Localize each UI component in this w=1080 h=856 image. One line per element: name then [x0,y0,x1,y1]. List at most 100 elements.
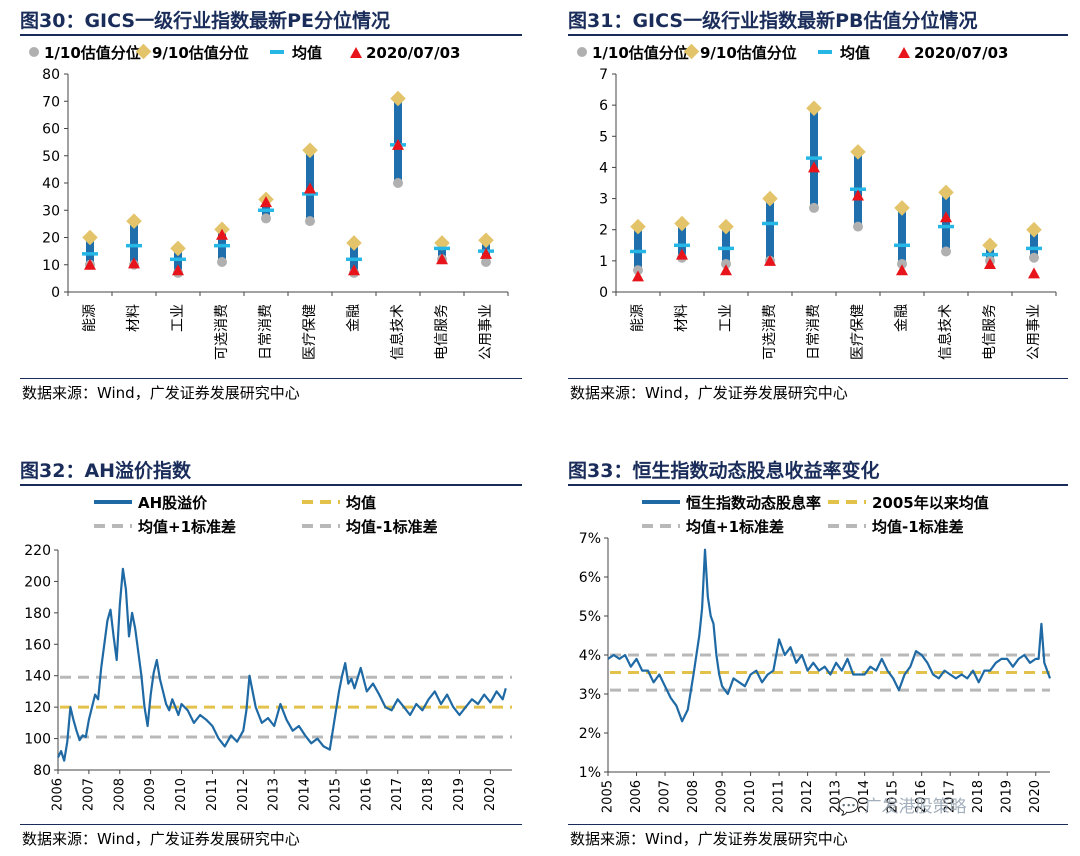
x-category-label: 电信服务 [982,304,998,360]
pb-range-chart: 1/10估值分位 9/10估值分位 均值 2020/07/03 0 1 2 3 4 5 6 7 能源 材料… [577,43,1057,360]
x-tick-label: 2007 [658,780,673,813]
current-point [304,182,316,194]
p10-point [1029,252,1039,263]
y-tick-label: 7 [599,67,608,83]
range-bar [898,207,906,264]
x-tick-label: 2008 [112,778,127,811]
x-tick-label: 2018 [971,780,986,813]
current-point [172,264,184,276]
x-tick-label: 2005 [601,780,616,813]
p90-point [762,190,778,207]
source-note: 数据来源：Wind，广发证券发展研究中心 [22,830,300,848]
x-tick-label: 2020 [483,778,498,811]
y-tick-label: 100 [24,732,51,748]
y-tick-label: 1 [599,254,608,270]
panel-pb: 图31：GICS一级行业指数最新PB估值分位情况 1/10估值分位 9/10估值分… [558,0,1070,410]
current-point [480,247,492,259]
pe-range-chart: 1/10估值分位 9/10估值分位 均值 2020/07/03 0 10 20 30 40 50 6… [29,43,509,360]
p10-point [305,216,315,227]
y-tick-label: 10 [42,258,60,274]
current-point [392,138,404,150]
x-tick-label: 2009 [715,780,730,813]
x-category-label: 金融 [894,304,910,332]
legend-lower-label: 均值-1标准差 [346,518,438,536]
y-tick-label: 6% [579,570,601,586]
x-tick-label: 2014 [298,778,313,811]
source-note: 数据来源：Wind，广发证券发展研究中心 [570,830,848,848]
x-category-label: 日常消费 [806,304,822,360]
source-rule [20,824,522,825]
p90-point [478,232,494,249]
y-tick-label: 4 [599,160,608,176]
x-tick-label: 2016 [359,778,374,811]
current-point [260,196,272,208]
source-rule [568,824,1068,825]
current-point [1028,267,1040,279]
current-point [436,253,448,265]
y-tick-label: 50 [42,149,60,165]
p90-point [170,240,186,257]
x-tick-label: 2020 [1028,780,1043,813]
legend-lower-label: 均值-1标准差 [872,518,964,536]
source-note: 数据来源：Wind，广发证券发展研究中心 [570,384,848,402]
y-tick-label: 70 [42,94,60,110]
y-tick-label: 2% [579,726,601,742]
y-tick-label: 140 [24,669,51,685]
range-bar [634,226,642,271]
x-category-label: 工业 [170,304,186,332]
x-tick-label: 2012 [236,778,251,811]
x-tick-label: 2010 [174,778,189,811]
p10-point [481,257,491,268]
x-category-label: 医疗保健 [850,304,866,360]
range-bar [130,221,138,265]
range-bar [766,198,774,261]
x-tick-label: 2017 [390,778,405,811]
x-category-label: 公用事业 [478,304,494,360]
current-point [940,211,952,223]
legend-current-label: 2020/07/03 [366,44,460,62]
x-category-label: 可选消费 [214,304,230,360]
p90-point [126,213,142,229]
p10-point [393,178,403,188]
current-point [720,264,732,276]
x-tick-label: 2015 [328,778,343,811]
y-tick-label: 200 [24,574,51,590]
y-tick-label: 80 [42,67,60,83]
y-tick-label: 0 [51,285,60,301]
y-tick-label: 4% [579,648,601,664]
legend-mean-label: 均值 [346,494,376,512]
legend-current-label: 2020/07/03 [914,44,1008,62]
range-bar [722,226,730,264]
series-line [607,548,1052,723]
x-tick-label: 2013 [267,778,282,811]
title-rule [568,34,1068,36]
source-rule [568,378,1068,379]
x-tick-label: 2012 [800,780,815,813]
y-tick-label: 40 [42,176,60,192]
legend-p10-label: 1/10估值分位 [44,44,141,62]
y-tick-label: 6 [599,98,608,114]
p90-point [390,90,406,107]
series-line [57,567,507,762]
chart-title: 图31：GICS一级行业指数最新PB估值分位情况 [568,10,978,32]
legend-p90-label: 9/10估值分位 [152,44,249,62]
title-rule [568,484,1068,486]
y-tick-label: 5% [579,609,601,625]
range-bar [678,223,686,258]
p90-point [938,184,954,201]
range-bar [1030,229,1038,258]
x-category-label: 信息技术 [937,304,954,360]
p90-point [630,218,646,235]
y-tick-label: 180 [24,606,51,622]
legend-upper-label: 均值+1标准差 [686,518,784,536]
current-point [216,228,228,240]
current-point [984,257,996,269]
legend-p90-label: 9/10估值分位 [700,44,797,62]
current-point [896,264,908,276]
x-category-label: 能源 [82,304,98,332]
p90-point [82,229,98,246]
current-point [348,264,360,276]
y-tick-label: 3 [599,192,608,208]
